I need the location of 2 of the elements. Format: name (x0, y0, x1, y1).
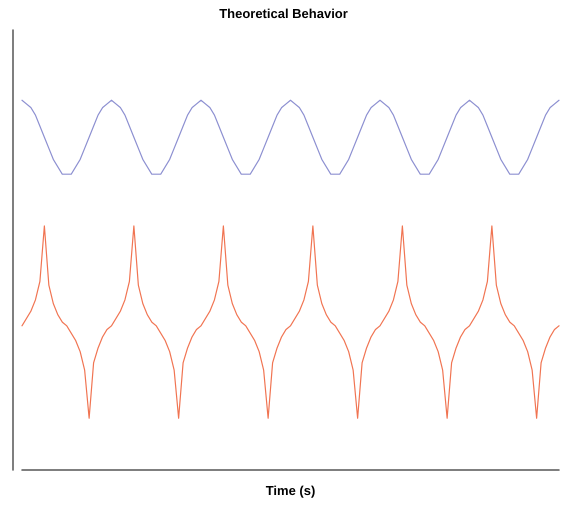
x-axis-title: Time (s) (266, 483, 316, 498)
chart-title: Theoretical Behavior (219, 6, 348, 21)
